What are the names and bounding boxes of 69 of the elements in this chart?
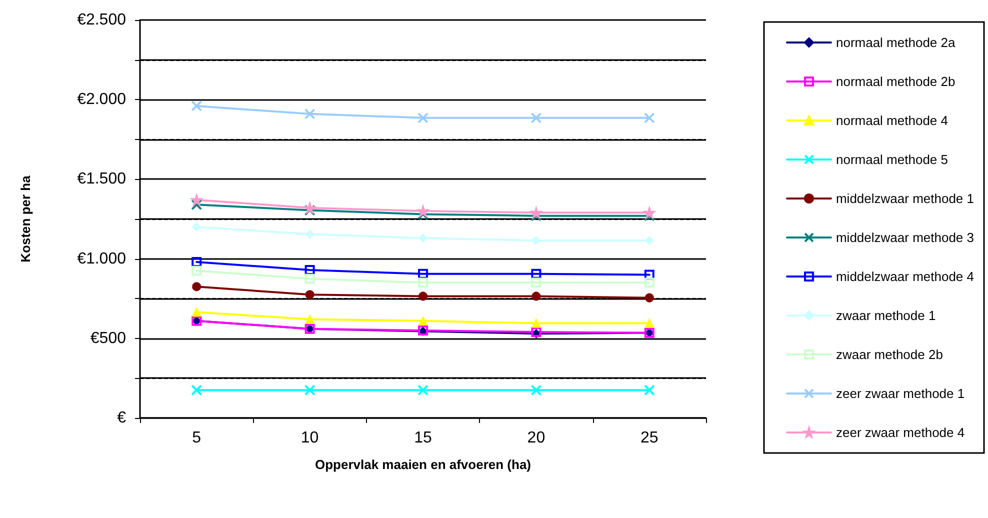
x-tick-label: 25 [640, 430, 658, 446]
point [190, 194, 203, 206]
point [305, 314, 314, 324]
point [304, 384, 316, 396]
point [304, 204, 316, 216]
point [418, 112, 428, 124]
point [191, 100, 202, 112]
legend-label: normaal methode 5 [836, 152, 948, 167]
y-axis-title: Kosten per ha [18, 174, 33, 262]
y-tick-label: €1.500 [77, 170, 126, 188]
point [417, 205, 429, 218]
point [531, 278, 542, 288]
legend-label: zwaar methode 1 [836, 308, 936, 323]
point [530, 112, 542, 124]
point [644, 112, 655, 124]
point [304, 202, 316, 214]
point [644, 293, 654, 302]
x-tick-label: 5 [192, 430, 202, 446]
legend-label: middelzwaar methode 4 [836, 269, 974, 284]
point [644, 270, 654, 280]
legend-label: zeer zwaar methode 4 [836, 425, 965, 440]
legend-label: zwaar methode 2b [836, 347, 943, 362]
legend-label: middelzwaar methode 1 [836, 191, 974, 206]
point [531, 268, 542, 279]
point [644, 384, 655, 396]
point [418, 278, 428, 288]
point [418, 384, 428, 396]
legend-label: middelzwaar methode 3 [836, 230, 974, 245]
y-tick-label: €500 [90, 330, 126, 347]
x-tick-label: 15 [414, 430, 432, 446]
legend-label: normaal methode 4 [836, 113, 948, 128]
point [418, 234, 428, 243]
point [192, 222, 202, 232]
point [304, 274, 315, 284]
point [418, 316, 428, 326]
y-tick-label: €2.500 [77, 12, 126, 28]
point [644, 318, 654, 328]
point [643, 206, 656, 219]
legend-label: zeer zwaar methode 1 [836, 386, 965, 401]
point [192, 308, 202, 317]
x-tick-label: 10 [300, 430, 319, 446]
point [530, 384, 542, 396]
y-tick-label: €2.000 [77, 91, 126, 108]
point [532, 318, 541, 328]
point [305, 290, 314, 300]
point [304, 264, 315, 275]
point [530, 206, 542, 219]
point [644, 210, 655, 222]
x-axis-title: Oppervlak maaien en afvoeren (ha) [314, 457, 532, 472]
point [192, 266, 202, 276]
point [644, 278, 654, 288]
point [418, 292, 428, 301]
point [532, 236, 541, 245]
point [191, 199, 202, 210]
point [644, 236, 654, 245]
x-tick-label: 20 [527, 430, 546, 446]
point [532, 292, 541, 301]
legend-label: normaal methode 2a [836, 35, 956, 50]
legend-label: normaal methode 2b [836, 74, 956, 89]
point [418, 208, 428, 220]
point [192, 282, 202, 292]
y-tick-label: €1.000 [77, 250, 126, 268]
point [530, 210, 542, 222]
point [418, 268, 428, 279]
point [192, 256, 202, 267]
point [305, 230, 314, 239]
point [304, 108, 316, 120]
point [191, 384, 202, 396]
y-tick-label: € [117, 410, 126, 426]
